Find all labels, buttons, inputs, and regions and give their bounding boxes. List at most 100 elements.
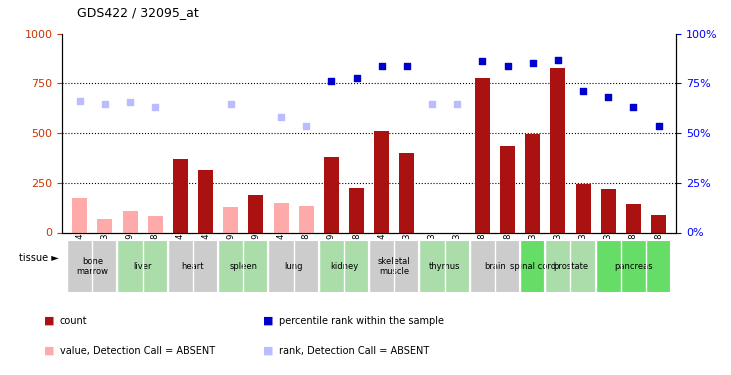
Text: GSM12674: GSM12674 — [377, 232, 386, 278]
Text: prostate: prostate — [553, 262, 588, 271]
Point — [300, 123, 312, 129]
Bar — [520, 240, 545, 292]
Text: liver: liver — [134, 262, 152, 271]
Text: GSM12703: GSM12703 — [529, 232, 537, 278]
Text: GSM12683: GSM12683 — [428, 232, 436, 278]
Bar — [173, 159, 188, 232]
Point — [501, 63, 513, 69]
Bar — [249, 195, 263, 232]
Bar — [475, 78, 490, 232]
Bar — [545, 240, 596, 292]
Text: GSM12688: GSM12688 — [478, 232, 487, 278]
Text: GSM12723: GSM12723 — [100, 232, 110, 278]
Text: GSM12664: GSM12664 — [201, 232, 210, 278]
Text: pancreas: pancreas — [614, 262, 653, 271]
Text: bone
marrow: bone marrow — [76, 256, 108, 276]
Text: thymus: thymus — [429, 262, 461, 271]
Text: GDS422 / 32095_at: GDS422 / 32095_at — [77, 6, 199, 19]
Text: rank, Detection Call = ABSENT: rank, Detection Call = ABSENT — [279, 346, 430, 355]
Text: GSM12713: GSM12713 — [452, 232, 462, 278]
Text: spinal cord: spinal cord — [510, 262, 556, 271]
Text: GSM12718: GSM12718 — [151, 232, 160, 278]
Text: value, Detection Call = ABSENT: value, Detection Call = ABSENT — [60, 346, 215, 355]
Text: ■: ■ — [263, 316, 273, 326]
Text: kidney: kidney — [330, 262, 358, 271]
Bar — [470, 240, 520, 292]
Text: GSM12698: GSM12698 — [302, 232, 311, 278]
Point — [401, 63, 413, 69]
Point — [351, 75, 363, 81]
Bar — [596, 240, 671, 292]
Bar — [420, 240, 470, 292]
Text: percentile rank within the sample: percentile rank within the sample — [279, 316, 444, 326]
Bar — [273, 202, 289, 232]
Text: ■: ■ — [44, 346, 54, 355]
Text: GSM12659: GSM12659 — [327, 232, 336, 278]
Text: GSM12649: GSM12649 — [226, 232, 235, 278]
Point — [74, 98, 86, 104]
Bar — [324, 157, 339, 232]
Bar — [319, 240, 369, 292]
Bar — [97, 219, 113, 232]
Bar — [500, 146, 515, 232]
Point — [225, 101, 237, 107]
Bar — [601, 189, 616, 232]
Bar — [123, 211, 137, 232]
Text: GSM12634: GSM12634 — [75, 232, 84, 278]
Bar — [349, 188, 364, 232]
Bar — [651, 214, 666, 232]
Text: ■: ■ — [44, 316, 54, 326]
Bar — [575, 184, 591, 232]
Text: skeletal
muscle: skeletal muscle — [378, 256, 411, 276]
Text: count: count — [60, 316, 88, 326]
Text: GSM12733: GSM12733 — [578, 232, 588, 278]
Point — [276, 114, 287, 120]
Bar — [67, 240, 118, 292]
Bar — [550, 68, 566, 232]
Bar — [369, 240, 420, 292]
Bar — [148, 216, 163, 232]
Text: GSM12743: GSM12743 — [604, 232, 613, 278]
Text: GSM12639: GSM12639 — [126, 232, 135, 278]
Point — [477, 58, 488, 64]
Bar — [399, 153, 414, 232]
Text: heart: heart — [182, 262, 204, 271]
Text: spleen: spleen — [230, 262, 257, 271]
Bar — [218, 240, 268, 292]
Bar — [118, 240, 168, 292]
Bar — [168, 240, 218, 292]
Point — [376, 63, 387, 69]
Text: tissue ►: tissue ► — [19, 254, 58, 263]
Text: GSM12654: GSM12654 — [276, 232, 286, 278]
Text: ■: ■ — [263, 346, 273, 355]
Text: GSM12738: GSM12738 — [629, 232, 638, 278]
Bar — [198, 170, 213, 232]
Text: GSM12748: GSM12748 — [654, 232, 663, 278]
Text: brain: brain — [484, 262, 506, 271]
Bar — [374, 131, 390, 232]
Point — [149, 104, 161, 110]
Text: lung: lung — [284, 262, 303, 271]
Point — [653, 123, 664, 129]
Bar — [72, 198, 87, 232]
Text: GSM12728: GSM12728 — [352, 232, 361, 278]
Point — [627, 104, 639, 110]
Point — [602, 94, 614, 100]
Point — [527, 60, 539, 66]
Point — [577, 88, 589, 94]
Text: GSM12644: GSM12644 — [176, 232, 185, 278]
Point — [124, 99, 136, 105]
Bar — [299, 206, 314, 232]
Point — [99, 101, 111, 107]
Text: GSM12669: GSM12669 — [251, 232, 260, 278]
Text: GSM12753: GSM12753 — [553, 232, 562, 278]
Point — [451, 101, 463, 107]
Bar — [525, 134, 540, 232]
Point — [325, 78, 337, 84]
Bar — [626, 204, 641, 232]
Point — [426, 101, 438, 107]
Bar — [268, 240, 319, 292]
Text: GSM12708: GSM12708 — [503, 232, 512, 278]
Bar — [223, 207, 238, 232]
Point — [552, 57, 564, 63]
